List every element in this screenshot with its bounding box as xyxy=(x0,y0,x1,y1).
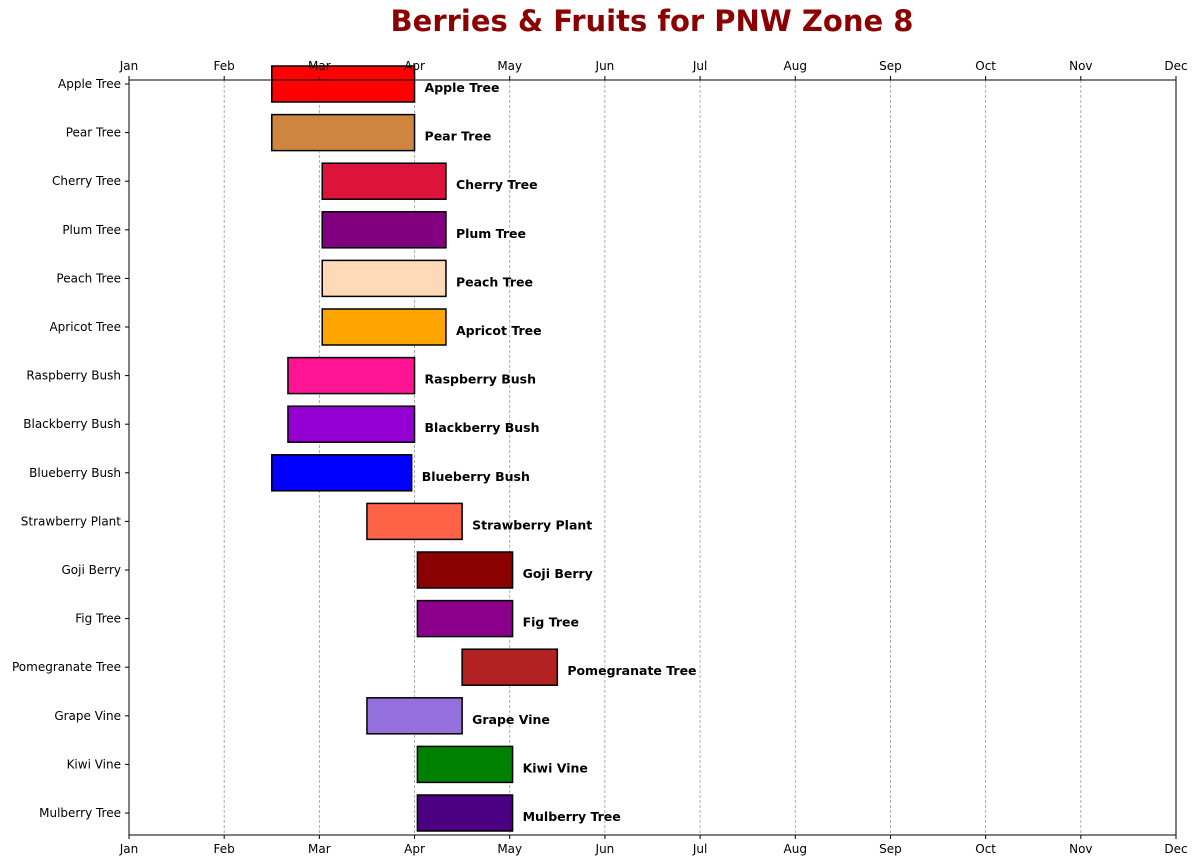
bar-label: Apple Tree xyxy=(425,80,500,95)
x-tick-label-bottom: Feb xyxy=(214,842,235,856)
x-tick-label-top: Mar xyxy=(308,59,331,73)
x-tick-label-top: Nov xyxy=(1069,59,1092,73)
bar xyxy=(287,405,416,443)
x-tick-label-bottom: Dec xyxy=(1164,842,1187,856)
bar xyxy=(416,551,514,589)
x-tick-label-top: Aug xyxy=(784,59,807,73)
y-tick-label: Strawberry Plant xyxy=(21,514,122,528)
y-tick-label: Pear Tree xyxy=(66,126,121,140)
x-tick-label-bottom: Oct xyxy=(975,842,996,856)
bar-label: Plum Tree xyxy=(456,226,526,241)
bar-label: Goji Berry xyxy=(523,566,593,581)
x-tick-label-top: Jan xyxy=(119,59,139,73)
bar xyxy=(416,745,514,784)
bar-label: Blueberry Bush xyxy=(422,469,530,484)
bar xyxy=(461,648,559,686)
bar xyxy=(271,113,416,152)
x-tick-label-top: Jul xyxy=(692,59,707,73)
y-tick-label: Apple Tree xyxy=(58,77,121,91)
bar xyxy=(321,308,447,346)
bar xyxy=(366,502,463,541)
bar-label: Pomegranate Tree xyxy=(567,663,696,678)
bar-label: Kiwi Vine xyxy=(523,760,588,775)
bar-label: Grape Vine xyxy=(472,712,550,727)
bar-label: Raspberry Bush xyxy=(425,372,536,387)
x-tick-label-top: Sep xyxy=(879,59,902,73)
x-tick-label-top: Feb xyxy=(214,59,235,73)
y-tick-label: Goji Berry xyxy=(62,563,122,577)
bar xyxy=(271,65,416,103)
y-tick-label: Cherry Tree xyxy=(52,174,121,188)
x-tick-label-bottom: Jun xyxy=(595,842,615,856)
axes: Jan Jan Feb Feb Mar Mar Apr Apr May May Jun Jun Jul J… xyxy=(12,59,1188,856)
y-tick-label: Blueberry Bush xyxy=(29,466,121,480)
bar-label: Mulberry Tree xyxy=(523,809,621,824)
y-tick-label: Mulberry Tree xyxy=(39,806,121,820)
bars: Apple Tree Pear Tree Cherry Tree Plum Tree P… xyxy=(271,65,697,832)
bar xyxy=(416,794,514,832)
y-tick-label: Kiwi Vine xyxy=(67,757,121,771)
bar xyxy=(321,259,447,298)
bar-label: Apricot Tree xyxy=(456,323,542,338)
y-tick-label: Peach Tree xyxy=(56,271,121,285)
bar xyxy=(321,211,447,249)
x-tick-label-bottom: Apr xyxy=(404,842,425,856)
y-tick-label: Pomegranate Tree xyxy=(12,660,121,674)
x-tick-label-top: Jun xyxy=(595,59,615,73)
x-tick-label-top: Dec xyxy=(1164,59,1187,73)
bar-label: Strawberry Plant xyxy=(472,517,592,532)
x-tick-label-bottom: Mar xyxy=(308,842,331,856)
y-tick-label: Blackberry Bush xyxy=(23,417,121,431)
plot-frame xyxy=(128,79,1177,836)
chart-title: Berries & Fruits for PNW Zone 8 xyxy=(390,4,914,38)
x-tick-label-bottom: Aug xyxy=(784,842,807,856)
x-tick-label-bottom: Sep xyxy=(879,842,902,856)
x-tick-label-bottom: Jan xyxy=(119,842,139,856)
y-tick-label: Apricot Tree xyxy=(49,320,121,334)
bar xyxy=(321,162,447,200)
x-tick-label-top: Apr xyxy=(404,59,425,73)
bar-label: Fig Tree xyxy=(523,615,579,630)
bar xyxy=(287,356,416,395)
bar-label: Peach Tree xyxy=(456,274,533,289)
x-tick-label-bottom: Jul xyxy=(692,842,707,856)
bar-label: Pear Tree xyxy=(425,129,492,144)
y-tick-label: Fig Tree xyxy=(75,612,121,626)
y-tick-label: Grape Vine xyxy=(54,709,121,723)
y-tick-label: Plum Tree xyxy=(62,223,121,237)
x-tick-label-bottom: May xyxy=(497,842,522,856)
bar-label: Blackberry Bush xyxy=(425,420,540,435)
bar xyxy=(416,599,514,638)
x-tick-label-top: May xyxy=(497,59,522,73)
bar xyxy=(271,454,413,492)
x-tick-label-bottom: Nov xyxy=(1069,842,1092,856)
bar-label: Cherry Tree xyxy=(456,177,538,192)
y-tick-label: Raspberry Bush xyxy=(26,369,121,383)
x-tick-label-top: Oct xyxy=(975,59,996,73)
bar xyxy=(366,697,463,735)
